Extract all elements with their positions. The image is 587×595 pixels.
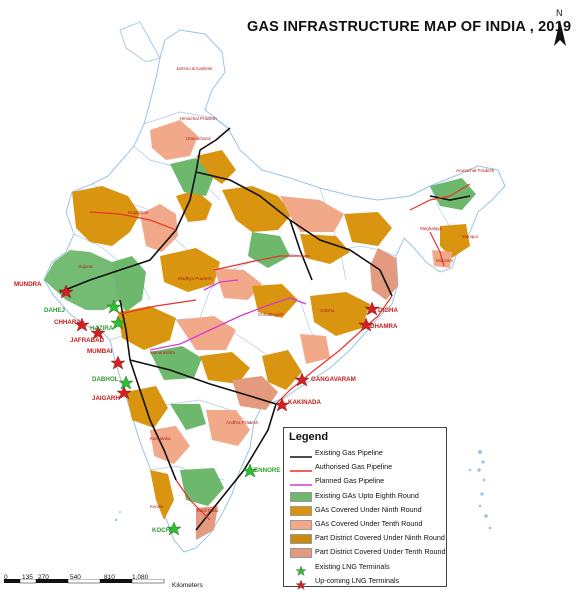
existing-lng-star-kochi	[166, 521, 182, 536]
state-label-or: Odisha	[320, 308, 335, 313]
state-label-mp: Madhya Pradesh	[178, 276, 213, 281]
state-label-gj: Gujarat	[78, 264, 94, 269]
state-label-raj: Rajasthan	[128, 210, 149, 215]
terminal-label-jaigarh: JAIGARH	[92, 395, 120, 402]
upcoming-lng-star-jaigarh	[116, 385, 132, 400]
scale-tick-1: 135	[22, 574, 33, 581]
north-arrow-icon	[554, 20, 566, 46]
legend-fill-swatch	[290, 548, 312, 559]
legend-item: Part District Covered Under Tenth Round	[284, 546, 448, 560]
terminal-label-kakinada: KAKINADA	[288, 399, 322, 406]
state-label-uk: Uttarakhand	[186, 136, 211, 141]
legend-fill-swatch	[290, 534, 312, 545]
north-arrow: N	[548, 6, 572, 50]
map-title: GAS INFRASTRUCTURE MAP OF INDIA , 2019	[247, 19, 572, 35]
upcoming-lng-star-mumbai	[110, 355, 126, 370]
legend-fill-swatch	[290, 505, 312, 516]
terminal-label-digha: DIGHA	[378, 307, 398, 314]
ga-regions	[44, 120, 476, 540]
islands	[114, 450, 492, 530]
north-label: N	[556, 8, 563, 18]
state-label-jk: Jammu & Kashmir	[176, 66, 213, 71]
legend-item: GAs Covered Under Tenth Round	[284, 518, 448, 532]
legend-item-label: Up-coming LNG Terminals	[315, 575, 400, 585]
upcoming-lng-star-mundra	[58, 284, 74, 299]
legend-item: Existing Gas Pipeline	[284, 447, 448, 461]
legend-line-swatch	[290, 463, 312, 473]
legend-item: GAs Covered Under Ninth Round	[284, 504, 448, 518]
upcoming-lng-star-gangavaram	[294, 372, 310, 387]
terminal-label-chhara: CHHARA	[54, 319, 81, 326]
legend-item-label: Planned Gas Pipeline	[315, 476, 385, 486]
terminal-label-jafrabad: JAFRABAD	[70, 337, 105, 344]
terminal-label-gangavaram: GANGAVARAM	[311, 376, 356, 383]
terminal-label-dhamra: DHAMRA	[370, 323, 398, 330]
legend-item-label: Part District Covered Under Ninth Round	[315, 533, 445, 543]
legend-item: Up-coming LNG Terminals	[284, 575, 448, 590]
legend-item-label: Existing GAs Upto Eighth Round	[315, 490, 419, 500]
terminal-label-mumbai: MUMBAI	[87, 348, 113, 355]
legend-item: Existing GAs Upto Eighth Round	[284, 490, 448, 504]
upcoming-lng-star-dhamra	[358, 317, 374, 332]
scale-tick-5: 1,080	[132, 574, 149, 581]
scale-bar: 0 135 270 540 810 1,080 Kilometers	[4, 574, 204, 592]
legend-fill-swatch	[290, 491, 312, 502]
star-icon	[290, 563, 312, 576]
upcoming-lng-star-jafrabad	[90, 325, 106, 340]
legend-title: Legend	[289, 431, 329, 443]
scale-tick-3: 540	[70, 574, 81, 581]
state-label-kl: Kerala	[150, 504, 164, 509]
state-label-ka: Karnataka	[150, 436, 171, 441]
legend-item-label: Authorised Gas Pipeline	[315, 462, 393, 472]
authorised-pipelines	[89, 183, 471, 521]
state-label-ar: Arunachal Pradesh	[456, 168, 495, 173]
existing-pipelines	[59, 127, 471, 531]
state-labels: Jammu & Kashmir Himachal Pradesh Uttarak…	[78, 66, 495, 513]
scale-unit: Kilometers	[172, 582, 203, 589]
state-label-mz: Mizoram	[436, 258, 454, 263]
legend-item: Planned Gas Pipeline	[284, 475, 448, 489]
legend-item-label: Part District Covered Under Tenth Round	[315, 547, 446, 557]
legend-item-label: Existing Gas Pipeline	[315, 448, 383, 457]
legend-box: Legend Existing Gas Pipeline Authorised G…	[283, 427, 448, 590]
existing-lng-star-dahej	[106, 299, 122, 314]
terminal-label-dabhol: DABHOL	[92, 376, 119, 383]
legend-item-label: Existing LNG Terminals	[315, 561, 390, 571]
legend-fill-swatch	[290, 520, 312, 530]
ladakh-region	[119, 21, 161, 63]
terminal-label-dahej: DAHEJ	[44, 307, 66, 314]
terminal-label-ennore: ENNORE	[254, 467, 280, 474]
star-icon	[290, 577, 312, 590]
upcoming-lng-star-chhara	[74, 317, 90, 332]
legend-line-swatch	[290, 477, 312, 487]
legend-item: Part District Covered Under Ninth Round	[284, 532, 448, 546]
lng-terminals: MUNDRA CHHARA JAFRABAD MUMBAI JAIGARH DH…	[14, 281, 398, 536]
legend-item: Existing LNG Terminals	[284, 561, 448, 576]
terminal-label-kochi: KOCHI	[152, 527, 172, 534]
state-label-tn: Tamil Nadu	[196, 508, 219, 513]
state-label-mn: Manipur	[462, 234, 479, 239]
state-label-ap: Andhra Pradesh	[226, 420, 259, 425]
legend-item: Authorised Gas Pipeline	[284, 461, 448, 475]
state-label-mg: Meghalaya	[420, 226, 443, 231]
legend-item-label: GAs Covered Under Tenth Round	[315, 519, 423, 528]
planned-pipelines	[149, 279, 307, 351]
existing-lng-star-ennore	[242, 463, 258, 478]
scale-tick-4: 810	[104, 574, 115, 581]
terminal-label-hazira: HAZIRA	[90, 325, 114, 332]
upcoming-lng-star-kakinada	[274, 397, 290, 412]
scale-tick-2: 270	[38, 574, 49, 581]
legend-line-swatch	[290, 449, 312, 459]
existing-lng-star-dabhol	[118, 375, 134, 390]
state-label-mh: Maharashtra	[150, 350, 176, 355]
terminal-label-mundra: MUNDRA	[14, 281, 42, 288]
state-label-hp: Himachal Pradesh	[180, 116, 217, 121]
existing-lng-star-hazira	[110, 315, 126, 330]
upcoming-lng-star-digha	[364, 301, 380, 316]
scale-bar-graphic	[4, 578, 165, 584]
legend-item-label: GAs Covered Under Ninth Round	[315, 504, 422, 514]
state-label-cg: Chhattisgarh	[258, 312, 284, 317]
scale-tick-0: 0	[4, 574, 8, 581]
